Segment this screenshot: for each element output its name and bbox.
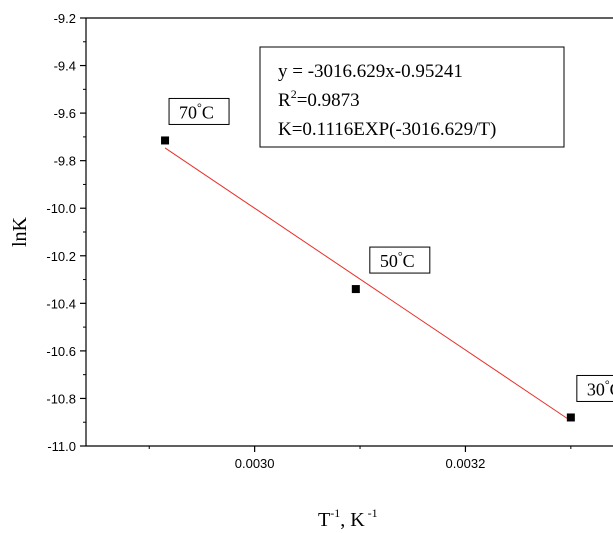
fit-line bbox=[164, 147, 572, 422]
data-point bbox=[351, 285, 360, 294]
x-axis-label-sup2: -1 bbox=[365, 506, 378, 520]
x-ticks: 0.0030 0.0032 bbox=[148, 446, 572, 471]
x-tick-label: 0.0032 bbox=[446, 456, 486, 471]
y-tick-label: -10.4 bbox=[46, 296, 76, 311]
r-squared-value: =0.9873 bbox=[297, 90, 360, 111]
y-ticks: -9.2 -9.4 -9.6 -9.8 -10.0 -10.2 -10.4 -10.6 -10.… bbox=[46, 11, 86, 454]
temperature-label: 50°C bbox=[380, 249, 415, 271]
data-points bbox=[161, 136, 575, 422]
equation-box-border bbox=[259, 46, 565, 148]
temperature-label-box bbox=[576, 374, 613, 402]
temperature-label: 70°C bbox=[179, 100, 214, 122]
temperature-label-box bbox=[369, 246, 431, 274]
x-tick-label: 0.0030 bbox=[235, 456, 275, 471]
y-tick-label: -10.0 bbox=[46, 201, 76, 216]
x-axis-label-sep: , K bbox=[340, 509, 365, 531]
y-tick-label: -9.2 bbox=[54, 11, 76, 26]
temperature-label-box bbox=[168, 97, 230, 125]
x-axis-label: T-1, K -1 bbox=[318, 506, 378, 531]
y-axis-label: lnK bbox=[9, 216, 31, 247]
point-labels: 70°C 50°C 30°C bbox=[168, 97, 613, 402]
x-axis-label-sup1: -1 bbox=[330, 506, 340, 520]
y-tick-label: -11.0 bbox=[47, 439, 76, 454]
data-point bbox=[161, 136, 170, 145]
y-tick-label: -9.4 bbox=[54, 59, 76, 74]
equation-box: y = -3016.629x-0.95241 R2=0.9873 K=0.111… bbox=[259, 46, 565, 148]
r-squared-line: R2=0.9873 bbox=[278, 87, 360, 111]
y-tick-label: -9.6 bbox=[54, 106, 76, 121]
y-tick-label: -9.8 bbox=[54, 154, 76, 169]
data-point bbox=[566, 413, 575, 422]
temperature-label: 30°C bbox=[587, 377, 613, 399]
r-squared-sup: 2 bbox=[291, 87, 297, 101]
y-tick-label: -10.2 bbox=[46, 249, 76, 264]
y-tick-label: -10.8 bbox=[46, 391, 76, 406]
y-tick-label: -10.6 bbox=[46, 344, 76, 359]
equation-line: y = -3016.629x-0.95241 bbox=[278, 61, 463, 82]
r-squared-base: R bbox=[278, 90, 291, 111]
x-axis-label-base: T bbox=[318, 509, 330, 531]
k-formula-line: K=0.1116EXP(-3016.629/T) bbox=[278, 119, 496, 140]
